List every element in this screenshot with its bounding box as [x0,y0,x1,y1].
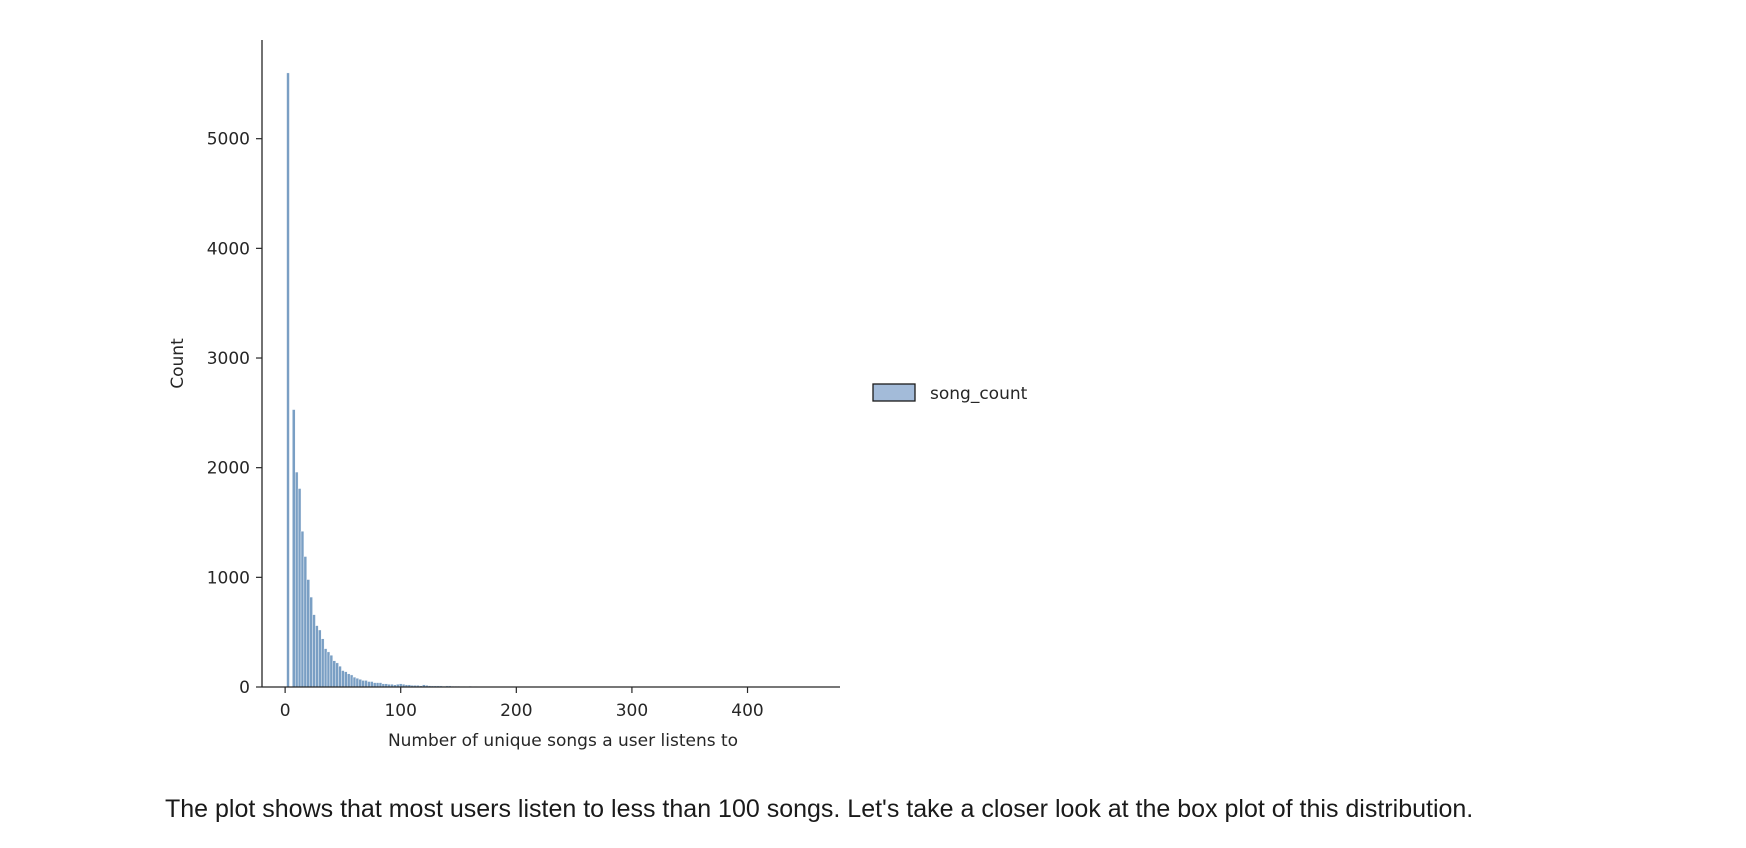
histogram-bar [292,409,296,688]
histogram-bar [352,676,357,688]
histogram-bar [358,679,362,688]
legend: song_count [872,383,1028,404]
histogram-bar [286,72,290,688]
histogram-bar [341,670,345,688]
x-tick-label: 400 [731,701,763,721]
y-tick-label: 4000 [207,239,250,259]
y-tick-label: 1000 [207,568,250,588]
histogram-bar [309,596,313,688]
histogram-bar [335,662,339,688]
x-axis-label: Number of unique songs a user listens to [388,731,738,751]
histogram-bar [344,671,348,688]
histogram-bar [355,678,360,688]
x-tick-label: 300 [616,701,648,721]
histogram-bar [300,531,305,688]
histogram-bar [332,660,336,688]
histogram-bar [361,680,365,688]
histogram-bar [312,614,316,688]
legend-swatch [872,383,916,402]
histogram-bar [375,682,380,688]
y-tick-label: 3000 [207,349,250,369]
histogram-bar [306,579,310,688]
legend-label: song_count [930,384,1028,404]
histogram-bar [349,674,354,688]
histogram-bar [303,556,307,688]
histogram-bar [367,681,371,688]
caption-text: The plot shows that most users listen to… [165,795,1474,823]
y-tick-label: 2000 [207,459,250,479]
histogram-bar [338,665,342,688]
x-tick-label: 200 [500,701,532,721]
histogram-bar [347,673,351,688]
histogram-bar [318,629,322,688]
histogram-bar [321,638,325,688]
histogram-bar [373,682,377,688]
y-axis-label: Count [168,338,188,389]
histogram-bar [295,471,299,688]
histogram-bar [326,651,331,688]
histogram-bar [370,681,374,688]
y-tick-label: 5000 [207,130,250,150]
histogram-bar [364,680,368,688]
histogram-bar [297,488,302,688]
histogram-figure: 0 100 200 300 400 0 1000 2000 3000 4000 5000 Numbe… [168,40,1028,751]
histogram-bar [323,648,328,688]
histogram-bar [378,682,383,688]
y-tick-label: 0 [239,678,250,698]
x-tick-label: 0 [280,701,291,721]
histogram-bar [315,625,319,688]
histogram-bars [286,72,819,688]
histogram-bar [329,654,334,688]
x-tick-label: 100 [384,701,416,721]
